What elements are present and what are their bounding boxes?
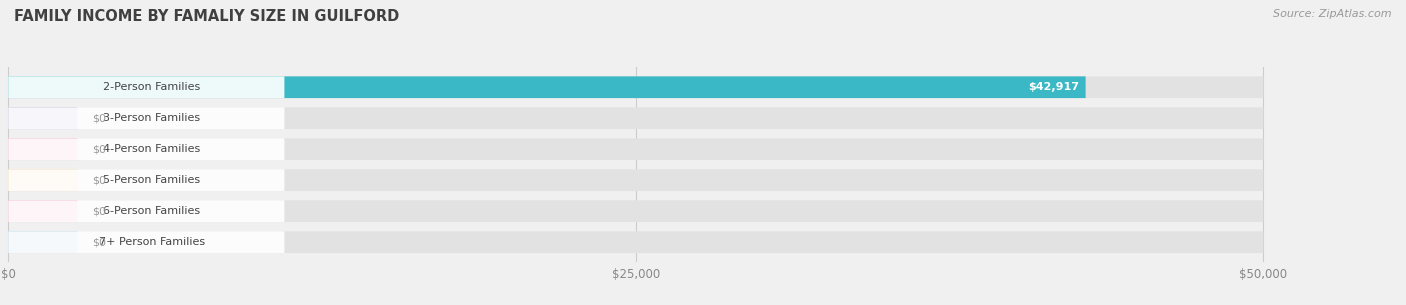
FancyBboxPatch shape: [8, 231, 1264, 253]
FancyBboxPatch shape: [8, 138, 284, 160]
Text: FAMILY INCOME BY FAMALIY SIZE IN GUILFORD: FAMILY INCOME BY FAMALIY SIZE IN GUILFOR…: [14, 9, 399, 24]
FancyBboxPatch shape: [8, 76, 284, 98]
Text: $0: $0: [93, 113, 107, 123]
FancyBboxPatch shape: [8, 138, 77, 160]
FancyBboxPatch shape: [8, 200, 1264, 222]
Text: Source: ZipAtlas.com: Source: ZipAtlas.com: [1274, 9, 1392, 19]
FancyBboxPatch shape: [8, 107, 284, 129]
Text: 6-Person Families: 6-Person Families: [103, 206, 201, 216]
Text: 5-Person Families: 5-Person Families: [103, 175, 201, 185]
FancyBboxPatch shape: [8, 231, 77, 253]
Text: $0: $0: [93, 144, 107, 154]
FancyBboxPatch shape: [8, 200, 77, 222]
FancyBboxPatch shape: [8, 76, 1085, 98]
Text: 2-Person Families: 2-Person Families: [103, 82, 201, 92]
FancyBboxPatch shape: [8, 200, 284, 222]
FancyBboxPatch shape: [8, 107, 1264, 129]
FancyBboxPatch shape: [8, 138, 1264, 160]
FancyBboxPatch shape: [8, 169, 284, 191]
FancyBboxPatch shape: [8, 107, 77, 129]
Text: $42,917: $42,917: [1028, 82, 1080, 92]
Text: $0: $0: [93, 237, 107, 247]
FancyBboxPatch shape: [8, 76, 1264, 98]
Text: 7+ Person Families: 7+ Person Families: [98, 237, 205, 247]
Text: $0: $0: [93, 206, 107, 216]
Text: 4-Person Families: 4-Person Families: [103, 144, 201, 154]
Text: 3-Person Families: 3-Person Families: [103, 113, 201, 123]
FancyBboxPatch shape: [8, 169, 1264, 191]
FancyBboxPatch shape: [8, 231, 284, 253]
Text: $0: $0: [93, 175, 107, 185]
FancyBboxPatch shape: [8, 169, 77, 191]
